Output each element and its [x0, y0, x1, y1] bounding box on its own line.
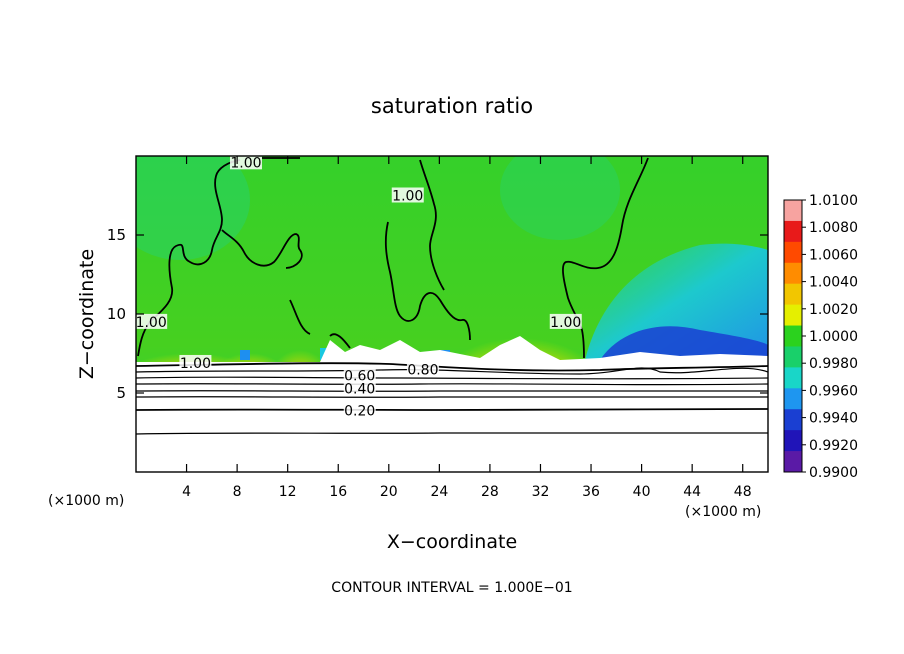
plot-area: 1.001.001.00 1.001.00 0.800.600.400.20: [136, 155, 768, 472]
contour-interval-note: CONTOUR INTERVAL = 1.000E−01: [331, 580, 572, 596]
contour-label: 0.40: [344, 381, 375, 397]
contour-line: [419, 159, 445, 291]
x-tick-label: 48: [734, 484, 752, 500]
contour-line: [562, 157, 649, 359]
colorbar-swatch: [784, 304, 802, 327]
contour-label: 1.00: [180, 356, 211, 372]
contour-labels: 1.001.001.00 1.001.00 0.800.600.400.20: [136, 155, 582, 419]
contour-line: [136, 432, 768, 435]
contour-label-bg: [343, 380, 376, 396]
colorbar-swatch: [784, 409, 802, 431]
colorbar-tick-label: 1.0020: [809, 302, 858, 318]
contour-label-bg: [343, 367, 376, 383]
x-tick-label: 16: [329, 484, 347, 500]
contour-label-bg: [406, 361, 439, 377]
contour-line: [136, 408, 768, 411]
colorbar-tick-label: 1.0040: [809, 275, 858, 291]
x-tick-label: 8: [233, 484, 242, 500]
colorbar-tick-label: 0.9940: [809, 411, 858, 427]
colorbar-swatch: [784, 430, 802, 452]
x-tick-label: 20: [380, 484, 398, 500]
x-unit-left: (×1000 m): [48, 493, 124, 509]
contour-lines-lower: [136, 362, 768, 435]
colorbar-tick-label: 1.0100: [809, 193, 858, 209]
colorbar-swatch: [784, 388, 802, 410]
x-tick-label: 28: [481, 484, 499, 500]
contour-label: 0.20: [344, 403, 375, 419]
x-unit-right: (×1000 m): [685, 504, 761, 520]
contour-line: [136, 383, 768, 386]
colorbar-tick-label: 0.9920: [809, 438, 858, 454]
y-tick-label: 5: [116, 384, 126, 402]
y-tick-label: 15: [107, 226, 126, 244]
field-patch: [240, 350, 250, 360]
contour-label-bg: [343, 402, 376, 418]
colorbar-swatch: [784, 367, 802, 389]
colorbar-swatch: [784, 283, 802, 306]
contour-label-bg: [229, 156, 262, 170]
contour-line: [136, 376, 768, 380]
x-axis-ticks: 4 8 12 16 20 24 28 32 36 40 44 48: [182, 156, 752, 500]
colorbar-swatch: [784, 451, 802, 473]
colorbar-swatch: [784, 220, 802, 243]
y-axis-label: Z−coordinate: [76, 249, 98, 379]
colorbar-tick-label: 0.9960: [809, 383, 858, 399]
x-axis-label: X−coordinate: [387, 531, 517, 553]
x-tick-label: 24: [430, 484, 448, 500]
colorbar-swatch: [784, 262, 802, 285]
contour-label-bg: [136, 313, 168, 329]
contour-line: [136, 390, 768, 392]
colorbar-swatch: [784, 200, 802, 222]
x-tick-label: 44: [683, 484, 701, 500]
x-tick-label: 32: [532, 484, 550, 500]
contour-label-bg: [549, 313, 582, 329]
y-tick-label: 10: [107, 305, 126, 323]
contour-line: [384, 221, 471, 341]
contour-label-bg: [391, 187, 424, 203]
y-axis-ticks: 5 10 15: [107, 226, 768, 402]
x-tick-label: 36: [582, 484, 600, 500]
contour-label: 1.00: [392, 189, 423, 205]
field-patch: [136, 156, 250, 260]
colorbar-swatch: [784, 241, 802, 264]
field-patch: [500, 156, 620, 240]
colorbar-tick-label: 0.9900: [809, 465, 858, 481]
contour-line: [289, 299, 351, 349]
x-tick-label: 40: [633, 484, 651, 500]
subsaturated-region: [585, 243, 768, 360]
colorbar-swatch: [784, 346, 802, 368]
contour-label: 1.00: [550, 315, 581, 331]
colorbar-tick-label: 1.0080: [809, 220, 858, 236]
colorbar-tick-label: 1.0000: [809, 329, 858, 345]
contour-line: [136, 362, 768, 372]
contour-line: [136, 367, 768, 375]
contour-line: [136, 396, 768, 398]
colorbar-swatch: [784, 325, 802, 347]
contour-lines-upper: [137, 157, 649, 359]
x-tick-label: 12: [279, 484, 297, 500]
colorbar-tick-label: 0.9980: [809, 356, 858, 372]
contour-line: [221, 229, 303, 269]
contour-label: 1.00: [136, 315, 167, 331]
contour-line: [137, 157, 300, 357]
x-tick-label: 4: [182, 484, 191, 500]
chart-title: saturation ratio: [371, 94, 533, 118]
contour-label: 1.00: [230, 155, 261, 171]
colorbar: 1.0100 1.0080 1.0060 1.0040 1.0020 1.0000 0.99…: [783, 193, 858, 481]
contour-label: 0.80: [407, 362, 438, 378]
colorbar-tick-label: 1.0060: [809, 247, 858, 263]
contour-label-bg: [179, 354, 212, 370]
subsaturated-core: [600, 326, 768, 360]
